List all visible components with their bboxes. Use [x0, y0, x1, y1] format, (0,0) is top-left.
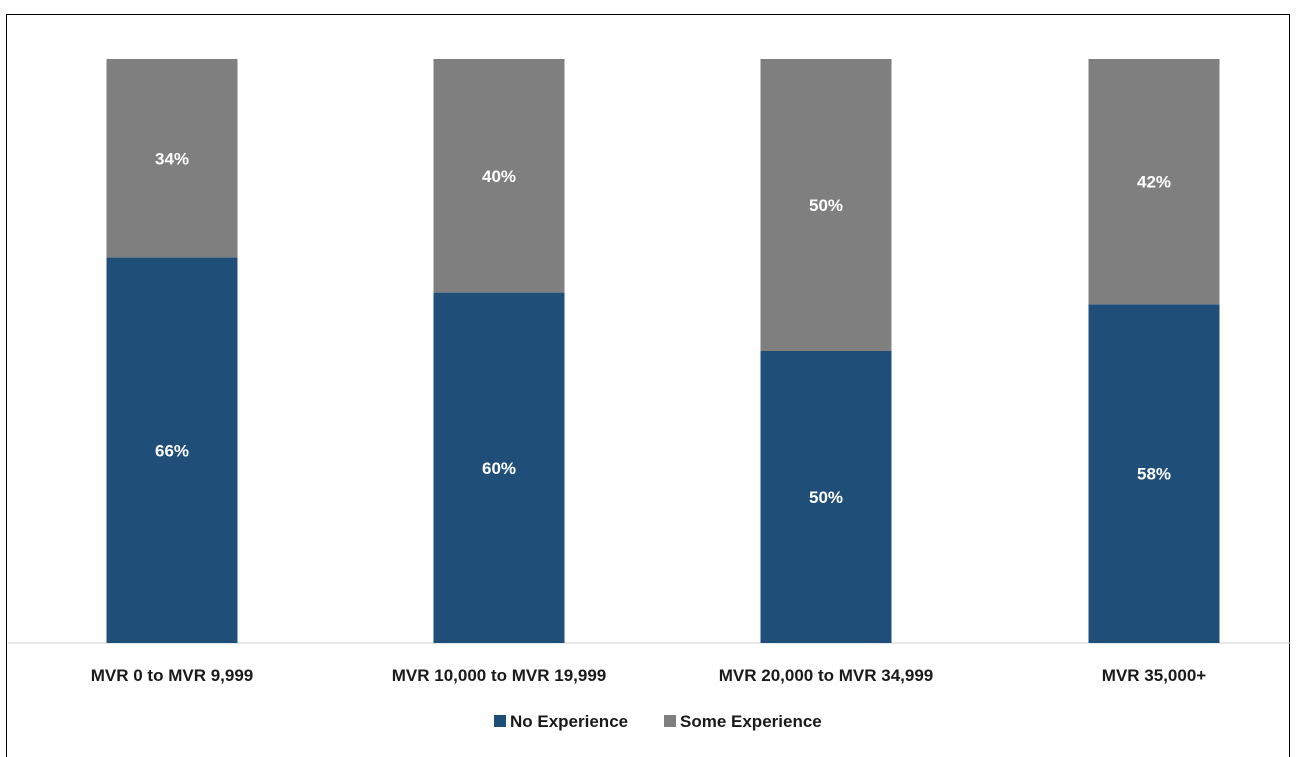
bar-some-experience-3 [760, 59, 892, 351]
category-label-2: MVR 10,000 to MVR 19,999 [392, 666, 606, 685]
legend-swatch-no-experience [494, 715, 506, 727]
data-label-no-experience-1: 66% [155, 441, 189, 460]
bar-no-experience-2 [433, 292, 565, 643]
data-label-no-experience-3: 50% [809, 488, 843, 507]
category-labels-group: MVR 0 to MVR 9,999 MVR 10,000 to MVR 19,9… [91, 666, 1207, 685]
bar-no-experience-4 [1088, 304, 1220, 643]
legend: No Experience Some Experience [494, 712, 822, 731]
legend-label-no-experience: No Experience [510, 712, 628, 731]
bar-some-experience-1 [106, 59, 238, 258]
data-label-no-experience-2: 60% [482, 459, 516, 478]
data-label-some-experience-3: 50% [809, 196, 843, 215]
bar-some-experience-2 [433, 59, 565, 293]
category-label-3: MVR 20,000 to MVR 34,999 [719, 666, 933, 685]
bar-some-experience-4 [1088, 59, 1220, 305]
bar-no-experience-3 [760, 351, 892, 643]
bars-group: 66% 34% 60% 40% 50% 50% 58% 42% [106, 59, 1220, 643]
category-label-1: MVR 0 to MVR 9,999 [91, 666, 254, 685]
data-label-some-experience-1: 34% [155, 149, 189, 168]
data-label-some-experience-2: 40% [482, 167, 516, 186]
chart-frame [6, 14, 1290, 757]
category-label-4: MVR 35,000+ [1102, 666, 1206, 685]
bar-no-experience-1 [106, 257, 238, 643]
data-label-no-experience-4: 58% [1137, 465, 1171, 484]
data-label-some-experience-4: 42% [1137, 173, 1171, 192]
legend-label-some-experience: Some Experience [680, 712, 822, 731]
legend-swatch-some-experience [664, 715, 676, 727]
